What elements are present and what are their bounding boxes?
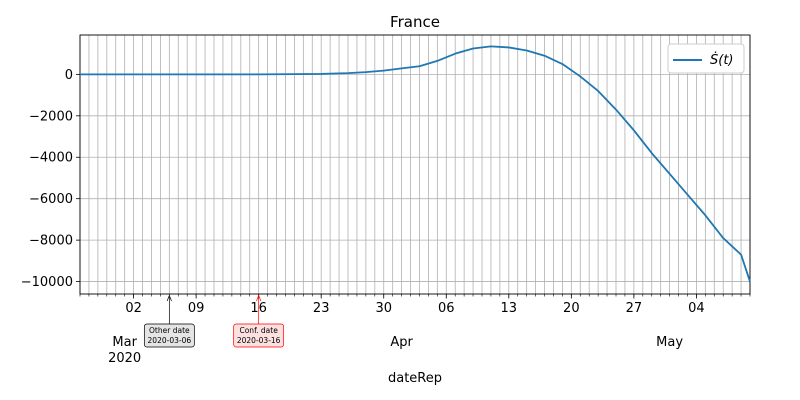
x-axis-label: dateRep [388, 371, 442, 386]
grid [79, 35, 751, 294]
annotation-arrowhead [166, 294, 172, 302]
x-tick-label: 20 [563, 301, 580, 316]
x-month-label: Mar [112, 335, 137, 350]
x-tick-label: 30 [375, 301, 392, 316]
y-tick-label: −10000 [21, 275, 73, 290]
legend-series-label: Ṡ(t) [710, 51, 734, 68]
annotation-arrowhead [256, 294, 262, 302]
x-tick-label: 04 [688, 301, 705, 316]
x-year-label: 2020 [108, 351, 141, 366]
annotation-date: 2020-03-06 [148, 336, 192, 345]
x-tick-label: 09 [188, 301, 205, 316]
series-line [80, 45, 751, 282]
y-tick-label: 0 [65, 68, 73, 83]
series-layer [80, 45, 751, 282]
annotation-box [233, 323, 285, 348]
x-tick-label: 13 [501, 301, 518, 316]
x-tick-label: 23 [313, 301, 330, 316]
x-tick-label: 02 [125, 301, 142, 316]
y-tick-label: −6000 [29, 192, 73, 207]
y-tick-label: −8000 [29, 234, 73, 249]
annotation-date: 2020-03-16 [237, 336, 281, 345]
x-tick-label: 27 [626, 301, 643, 316]
plot-frame [79, 34, 751, 295]
y-tick-label: −4000 [29, 151, 73, 166]
legend: Ṡ(t) [667, 43, 745, 74]
x-tick-label: 06 [438, 301, 455, 316]
x-month-label: May [656, 335, 683, 350]
annotation-label: Conf. date [239, 326, 278, 335]
annotation-label: Other date [149, 326, 190, 335]
annotation-box [143, 323, 195, 348]
legend-box [667, 43, 745, 74]
x-month-label: Apr [390, 335, 413, 350]
y-tick-label: −2000 [29, 109, 73, 124]
chart-title: France [390, 13, 440, 31]
